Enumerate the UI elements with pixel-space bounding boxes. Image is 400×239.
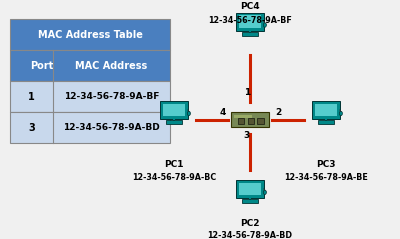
FancyBboxPatch shape bbox=[257, 118, 264, 124]
Ellipse shape bbox=[339, 111, 342, 116]
FancyBboxPatch shape bbox=[236, 12, 264, 31]
Text: 4: 4 bbox=[220, 108, 226, 117]
FancyBboxPatch shape bbox=[10, 112, 170, 143]
Text: PC4: PC4 bbox=[240, 2, 260, 11]
Text: 12-34-56-78-9A-BD: 12-34-56-78-9A-BD bbox=[63, 123, 160, 132]
Text: 2: 2 bbox=[275, 108, 281, 117]
FancyBboxPatch shape bbox=[242, 32, 258, 36]
Ellipse shape bbox=[187, 111, 190, 116]
Ellipse shape bbox=[263, 23, 266, 27]
FancyBboxPatch shape bbox=[312, 101, 340, 119]
Ellipse shape bbox=[263, 190, 266, 195]
Text: MAC Address: MAC Address bbox=[76, 61, 148, 71]
Text: Port: Port bbox=[30, 61, 53, 71]
FancyBboxPatch shape bbox=[163, 104, 185, 116]
Text: 1: 1 bbox=[244, 87, 250, 97]
FancyBboxPatch shape bbox=[239, 183, 261, 195]
Text: PC1: PC1 bbox=[164, 160, 184, 169]
FancyBboxPatch shape bbox=[173, 118, 175, 121]
Text: 1: 1 bbox=[28, 92, 35, 102]
Text: MAC Address Table: MAC Address Table bbox=[38, 30, 142, 40]
FancyBboxPatch shape bbox=[10, 50, 170, 81]
FancyBboxPatch shape bbox=[249, 197, 251, 200]
FancyBboxPatch shape bbox=[239, 16, 261, 28]
Text: 12-34-56-78-9A-BD: 12-34-56-78-9A-BD bbox=[208, 231, 292, 239]
Text: 3: 3 bbox=[244, 130, 250, 140]
FancyBboxPatch shape bbox=[238, 118, 244, 124]
FancyBboxPatch shape bbox=[236, 180, 264, 198]
FancyBboxPatch shape bbox=[325, 118, 327, 121]
FancyBboxPatch shape bbox=[231, 113, 269, 126]
FancyBboxPatch shape bbox=[10, 81, 170, 112]
Text: 3: 3 bbox=[28, 123, 35, 133]
FancyBboxPatch shape bbox=[234, 115, 252, 118]
FancyBboxPatch shape bbox=[318, 120, 334, 124]
FancyBboxPatch shape bbox=[10, 19, 170, 50]
Text: 12-34-56-78-9A-BF: 12-34-56-78-9A-BF bbox=[208, 16, 292, 25]
Text: PC2: PC2 bbox=[240, 219, 260, 228]
Text: 12-34-56-78-9A-BC: 12-34-56-78-9A-BC bbox=[132, 173, 216, 182]
FancyBboxPatch shape bbox=[160, 101, 188, 119]
FancyBboxPatch shape bbox=[166, 120, 182, 124]
FancyBboxPatch shape bbox=[249, 30, 251, 33]
Text: 12-34-56-78-9A-BF: 12-34-56-78-9A-BF bbox=[64, 92, 159, 101]
FancyBboxPatch shape bbox=[315, 104, 337, 116]
Text: 12-34-56-78-9A-BE: 12-34-56-78-9A-BE bbox=[284, 173, 368, 182]
Text: PC3: PC3 bbox=[316, 160, 336, 169]
FancyBboxPatch shape bbox=[242, 199, 258, 203]
FancyBboxPatch shape bbox=[248, 118, 254, 124]
